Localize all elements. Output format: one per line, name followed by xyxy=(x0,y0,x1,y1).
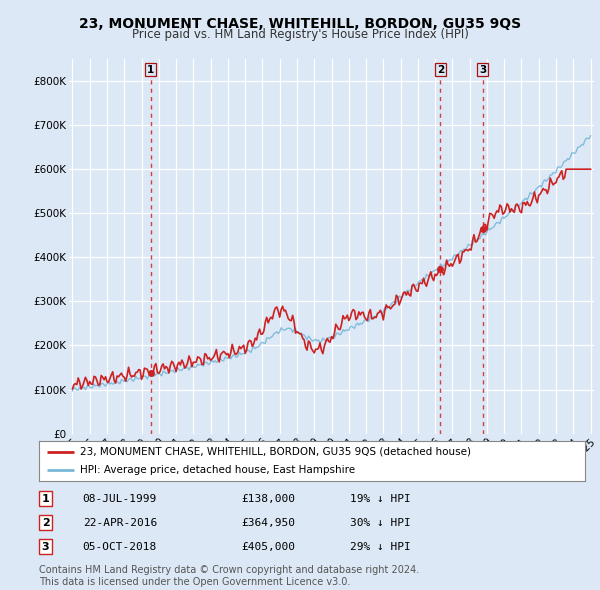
Text: 23, MONUMENT CHASE, WHITEHILL, BORDON, GU35 9QS (detached house): 23, MONUMENT CHASE, WHITEHILL, BORDON, G… xyxy=(80,447,471,457)
Text: 29% ↓ HPI: 29% ↓ HPI xyxy=(350,542,411,552)
Point xyxy=(436,264,445,274)
Text: 3: 3 xyxy=(42,542,49,552)
Text: 3: 3 xyxy=(479,65,487,74)
Text: 19% ↓ HPI: 19% ↓ HPI xyxy=(350,494,411,504)
Text: 2: 2 xyxy=(41,518,49,527)
Text: 1: 1 xyxy=(41,494,49,504)
Text: 05-OCT-2018: 05-OCT-2018 xyxy=(83,542,157,552)
Text: 08-JUL-1999: 08-JUL-1999 xyxy=(83,494,157,504)
Text: 2: 2 xyxy=(437,65,444,74)
Text: 1: 1 xyxy=(147,65,154,74)
Text: £405,000: £405,000 xyxy=(241,542,295,552)
Text: HPI: Average price, detached house, East Hampshire: HPI: Average price, detached house, East… xyxy=(80,465,355,475)
Point xyxy=(146,368,155,378)
Text: 30% ↓ HPI: 30% ↓ HPI xyxy=(350,518,411,527)
Text: Contains HM Land Registry data © Crown copyright and database right 2024.
This d: Contains HM Land Registry data © Crown c… xyxy=(39,565,419,587)
Text: 23, MONUMENT CHASE, WHITEHILL, BORDON, GU35 9QS: 23, MONUMENT CHASE, WHITEHILL, BORDON, G… xyxy=(79,17,521,31)
Text: 22-APR-2016: 22-APR-2016 xyxy=(83,518,157,527)
Text: Price paid vs. HM Land Registry's House Price Index (HPI): Price paid vs. HM Land Registry's House … xyxy=(131,28,469,41)
Text: £364,950: £364,950 xyxy=(241,518,295,527)
Text: £138,000: £138,000 xyxy=(241,494,295,504)
Point xyxy=(478,224,488,233)
